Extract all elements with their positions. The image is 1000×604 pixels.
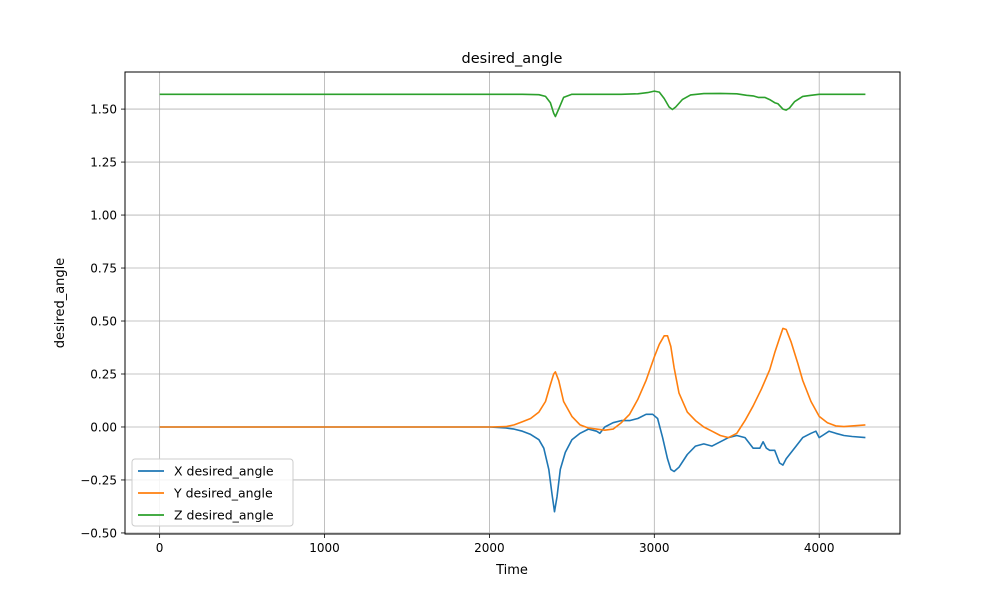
x-tick-label: 2000 bbox=[474, 541, 505, 555]
y-tick-label: 1.25 bbox=[90, 156, 117, 170]
axis-ticks: 0 1000 2000 3000 4000 −0.50 −0.25 0.00 0.25 0.50 0… bbox=[80, 103, 834, 555]
x-tick-label: 1000 bbox=[309, 541, 340, 555]
plot-lines bbox=[159, 90, 866, 513]
y-tick-label: −0.25 bbox=[80, 473, 117, 487]
series-line-2 bbox=[159, 327, 866, 439]
y-tick-label: 0.50 bbox=[90, 315, 117, 329]
y-tick-label: 0.75 bbox=[90, 262, 117, 276]
plot-frame bbox=[124, 71, 901, 535]
x-axis-label: Time bbox=[495, 563, 528, 578]
x-tick-label: 3000 bbox=[639, 541, 670, 555]
legend: X desired_angle Y desired_angle Z desired_… bbox=[131, 458, 294, 527]
y-tick-label: 1.00 bbox=[90, 209, 117, 223]
y-tick-label: 0.25 bbox=[90, 367, 117, 381]
series-line-3 bbox=[159, 90, 866, 118]
legend-label: X desired_angle bbox=[174, 464, 274, 479]
y-tick-label: −0.50 bbox=[80, 526, 117, 540]
series-line-1 bbox=[159, 413, 866, 513]
y-tick-label: 1.50 bbox=[90, 103, 117, 117]
legend-label: Y desired_angle bbox=[173, 486, 273, 501]
y-tick-label: 0.00 bbox=[90, 420, 117, 434]
y-axis-label: desired_angle bbox=[53, 258, 68, 349]
legend-label: Z desired_angle bbox=[174, 508, 274, 523]
x-tick-label: 4000 bbox=[804, 541, 835, 555]
x-tick-label: 0 bbox=[156, 541, 164, 555]
chart-title: desired_angle bbox=[462, 51, 563, 67]
legend-box bbox=[131, 458, 294, 527]
